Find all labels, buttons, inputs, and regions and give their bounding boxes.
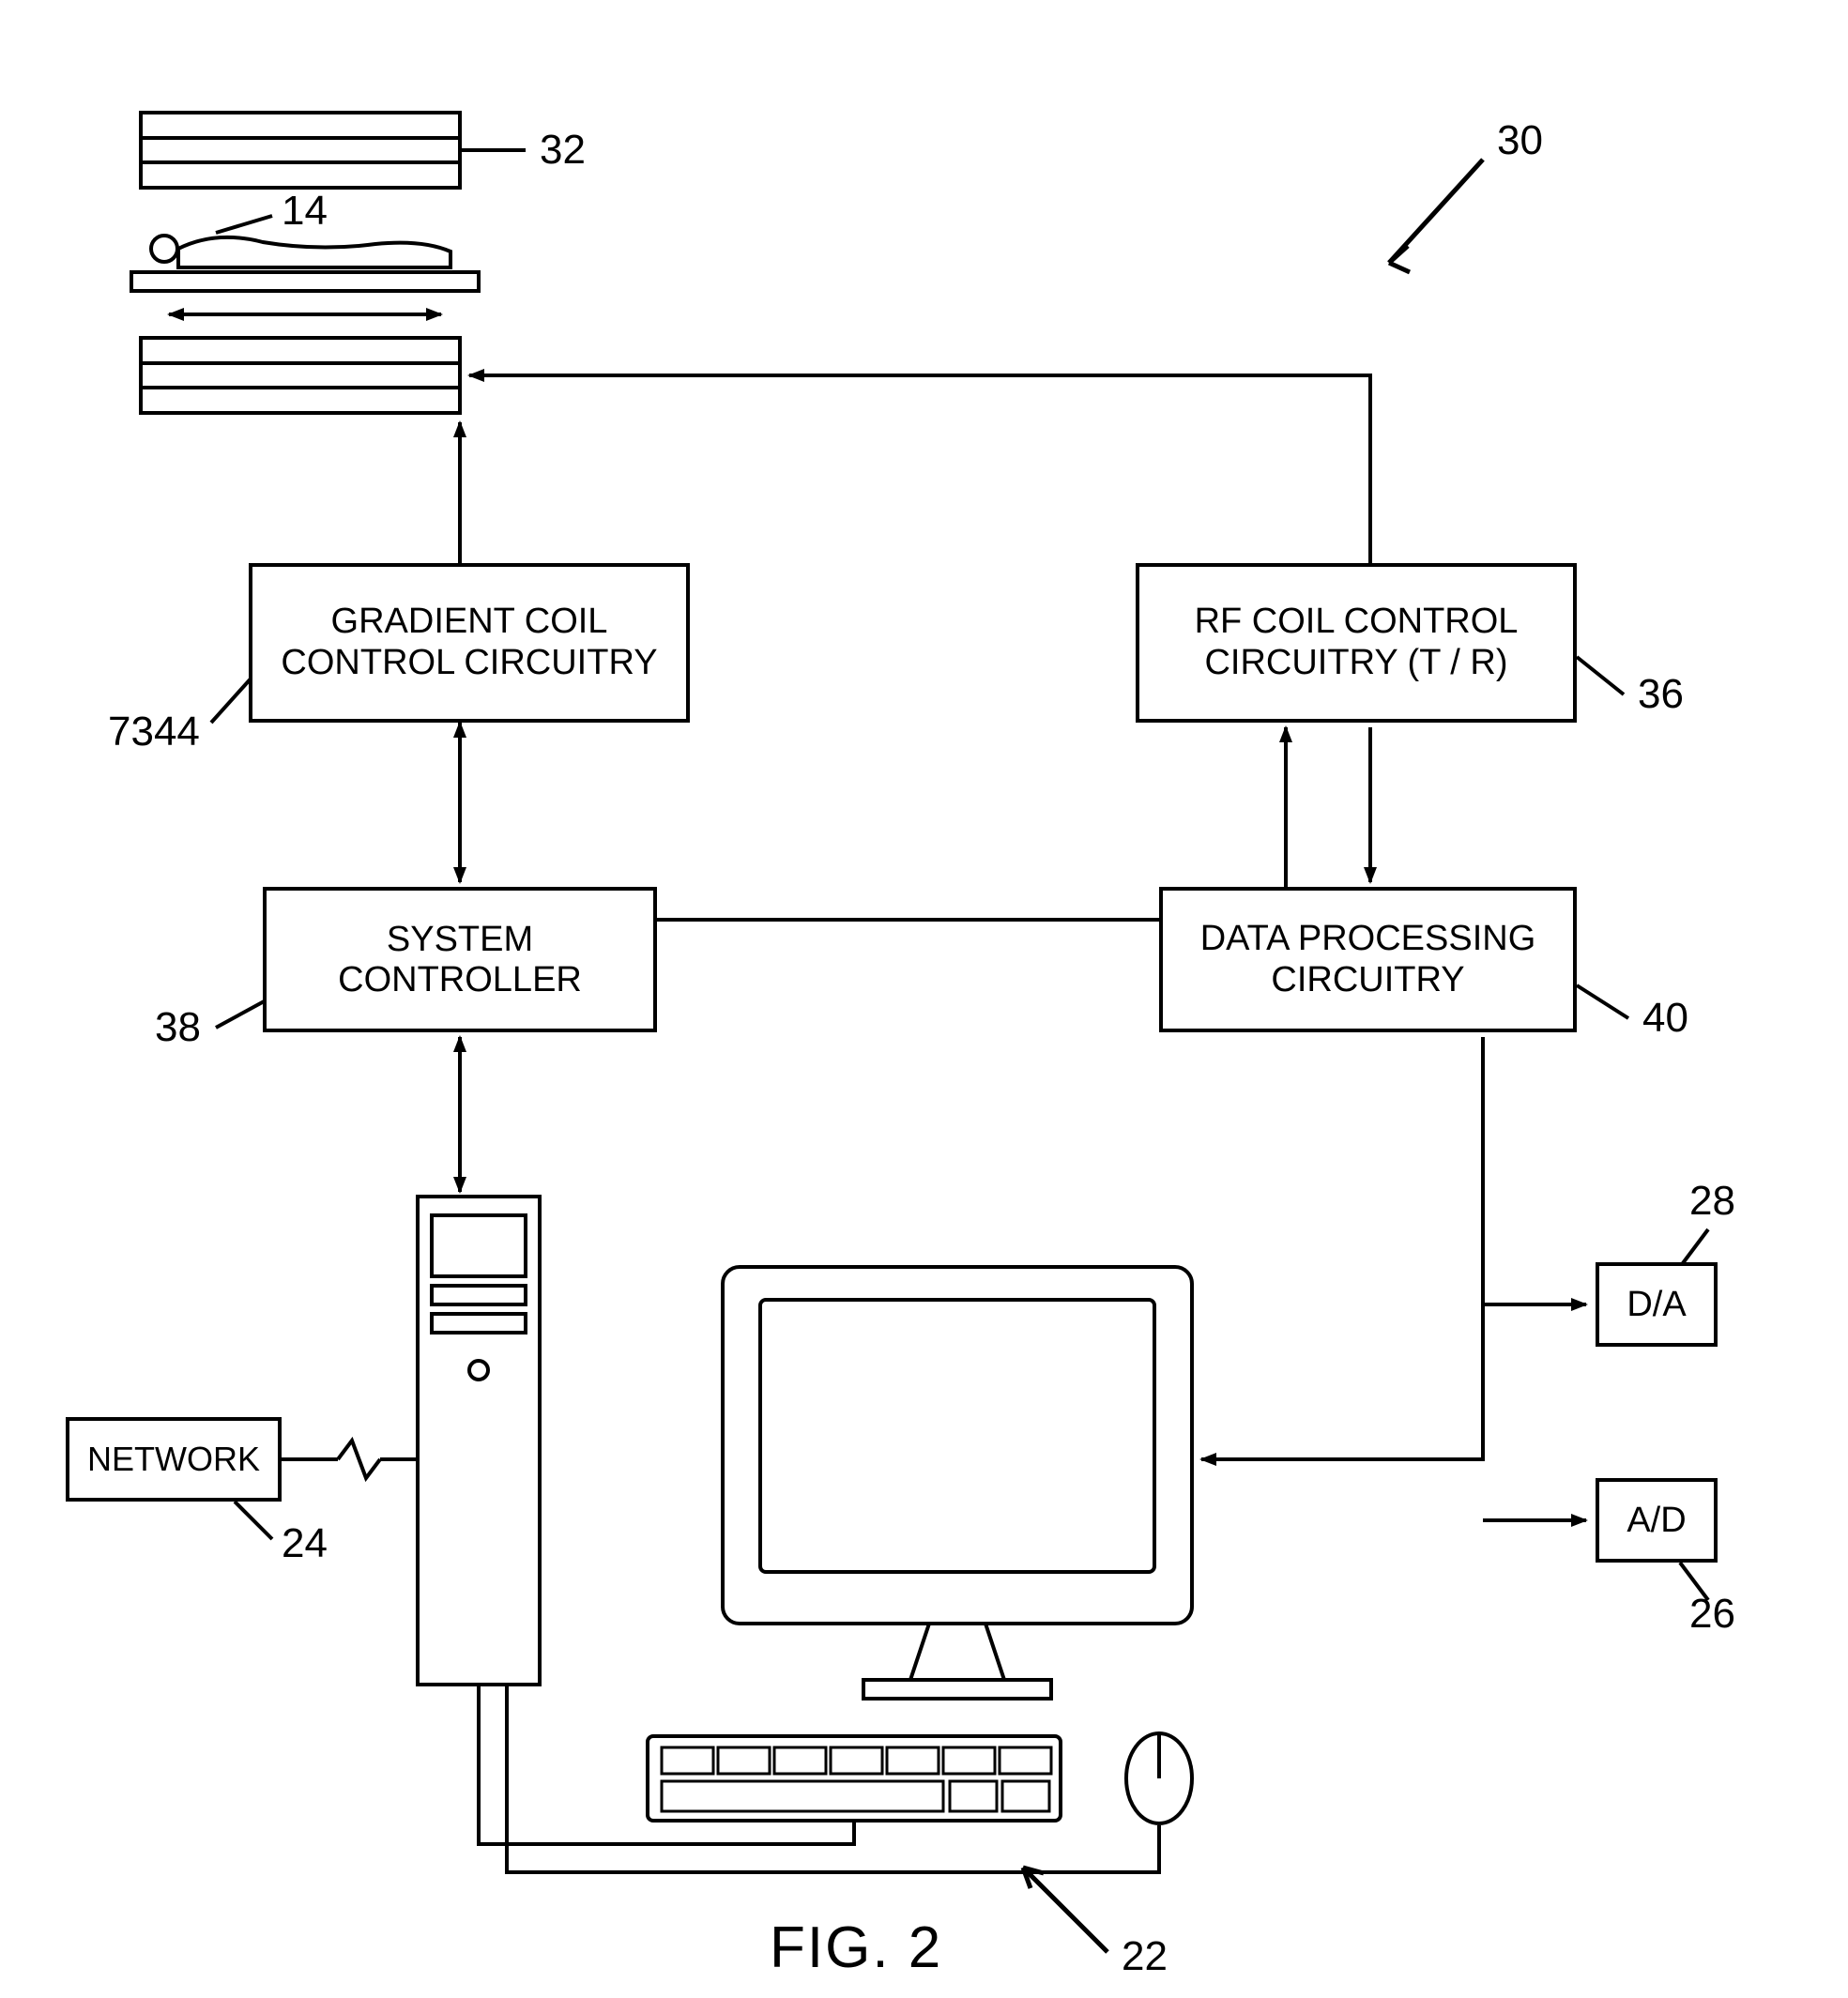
computer-tower: [418, 1197, 540, 1685]
ref-22: 22: [1122, 1933, 1168, 1980]
ref-14: 14: [282, 188, 328, 235]
ref-26: 26: [1689, 1591, 1735, 1638]
ref-24: 24: [282, 1520, 328, 1567]
diagram-canvas: GRADIENT COIL CONTROL CIRCUITRY RF COIL …: [0, 0, 1848, 1998]
network-box: NETWORK: [66, 1417, 282, 1502]
ref-36: 36: [1638, 671, 1684, 718]
da-label: D/A: [1627, 1285, 1686, 1325]
ref-32: 32: [540, 127, 586, 174]
mouse: [1126, 1733, 1192, 1823]
system-controller-box: SYSTEM CONTROLLER: [263, 887, 657, 1032]
magnet-top-block: [141, 113, 460, 188]
network-label: NETWORK: [87, 1440, 260, 1479]
gradient-coil-box: GRADIENT COIL CONTROL CIRCUITRY: [249, 563, 690, 723]
ref-30: 30: [1497, 117, 1543, 164]
ref-28: 28: [1689, 1178, 1735, 1225]
rf-coil-box: RF COIL CONTROL CIRCUITRY (T / R): [1136, 563, 1577, 723]
da-box: D/A: [1596, 1262, 1718, 1347]
data-processing-box: DATA PROCESSING CIRCUITRY: [1159, 887, 1577, 1032]
system-ref-arrow: [1389, 160, 1483, 272]
figure-label: FIG. 2: [770, 1914, 942, 1981]
ad-label: A/D: [1627, 1501, 1686, 1541]
rf-coil-label: RF COIL CONTROL CIRCUITRY (T / R): [1139, 602, 1573, 683]
system-controller-label: SYSTEM CONTROLLER: [267, 920, 653, 1000]
ref-7344: 7344: [108, 709, 200, 755]
ref-40: 40: [1642, 995, 1688, 1042]
data-processing-label: DATA PROCESSING CIRCUITRY: [1163, 919, 1573, 1000]
ref-38: 38: [155, 1004, 201, 1051]
gradient-coil-label: GRADIENT COIL CONTROL CIRCUITRY: [252, 602, 686, 683]
keyboard: [648, 1736, 1061, 1821]
ad-box: A/D: [1596, 1478, 1718, 1563]
monitor: [723, 1267, 1192, 1699]
magnet-bottom-block: [141, 338, 460, 413]
